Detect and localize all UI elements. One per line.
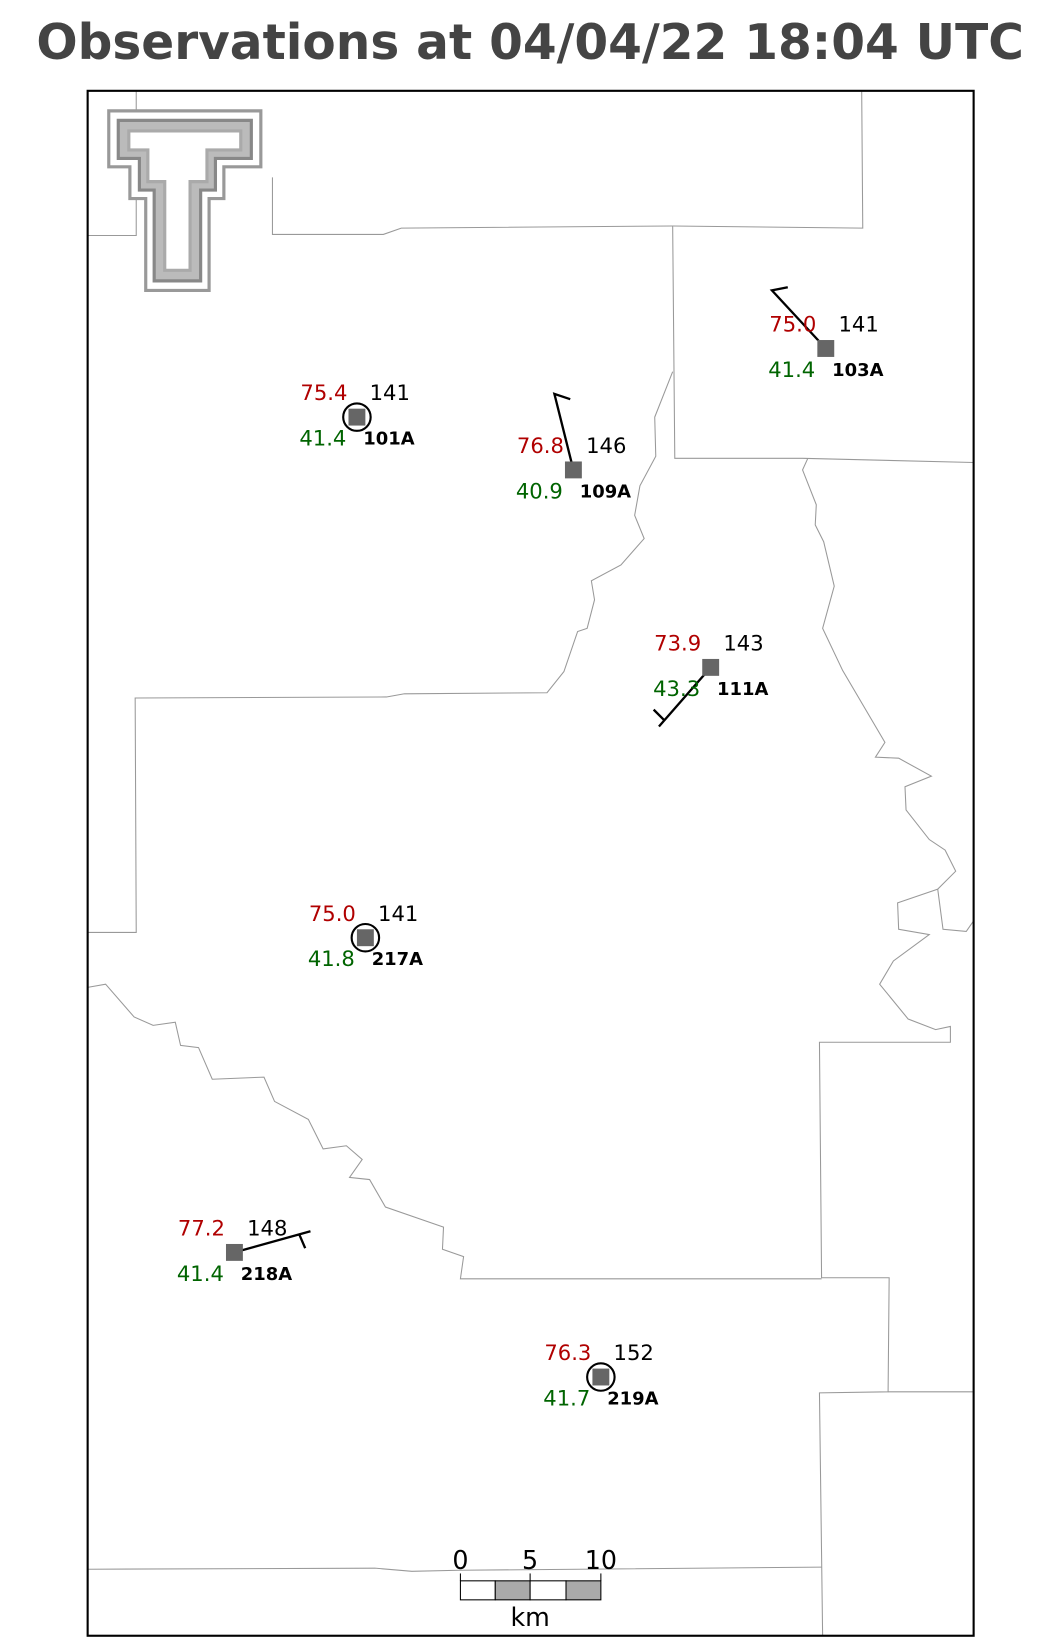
dewpoint: 43.3 <box>653 676 700 701</box>
station-217A: 75.0 141 41.8 217A <box>308 901 423 971</box>
calm-circle <box>586 1362 616 1392</box>
dewpoint: 41.4 <box>177 1261 224 1286</box>
station-marker <box>817 340 835 357</box>
pressure: 152 <box>614 1340 654 1365</box>
pressure: 141 <box>370 380 410 405</box>
dewpoint: 40.9 <box>516 478 563 503</box>
pressure: 141 <box>378 901 418 926</box>
scale-label: 5 <box>522 1545 538 1575</box>
station-103A: 75.0 141 41.4 103A <box>768 286 884 382</box>
temperature: 73.9 <box>654 630 701 655</box>
station-101A: 75.4 141 41.4 101A <box>299 380 414 450</box>
title: Observations at 04/04/22 18:04 UTC <box>36 15 1024 71</box>
pressure: 143 <box>723 630 763 655</box>
station-109A: 76.8 146 40.9 109A <box>516 392 631 503</box>
wind-barb <box>234 1230 311 1254</box>
station-219A: 76.3 152 41.7 219A <box>543 1340 658 1410</box>
calm-circle <box>342 402 372 432</box>
temperature: 75.4 <box>300 380 347 405</box>
scale-label: 10 <box>585 1545 617 1575</box>
wind-barb <box>552 392 575 471</box>
calm-circle <box>350 922 381 953</box>
wind-barb <box>769 286 827 350</box>
station-id: 217A <box>372 949 423 970</box>
dewpoint: 41.8 <box>308 946 355 971</box>
wind-barb <box>652 666 712 728</box>
scale-label: 0 <box>452 1545 468 1575</box>
station-marker <box>225 1243 243 1261</box>
station-marker <box>348 408 366 426</box>
pressure: 146 <box>586 433 626 458</box>
scale-bar <box>459 1573 602 1601</box>
station-id: 111A <box>717 679 768 700</box>
temperature: 76.3 <box>544 1340 591 1365</box>
station-id: 103A <box>832 360 883 381</box>
station-id: 218A <box>241 1264 292 1285</box>
pressure: 148 <box>247 1216 287 1241</box>
dewpoint: 41.7 <box>543 1386 590 1411</box>
station-id: 101A <box>363 429 414 450</box>
station-id: 219A <box>607 1388 658 1409</box>
station-id: 109A <box>580 481 631 502</box>
temperature: 77.2 <box>178 1216 225 1241</box>
temperature: 75.0 <box>769 312 816 337</box>
station-marker <box>702 658 720 676</box>
station-marker <box>356 929 374 947</box>
temperature: 76.8 <box>517 433 564 458</box>
station-marker <box>564 461 582 479</box>
dewpoint: 41.4 <box>768 357 815 382</box>
dewpoint: 41.4 <box>299 426 346 451</box>
station-marker <box>592 1368 610 1386</box>
station-111A: 73.9 143 43.3 111A <box>652 630 768 728</box>
station-218A: 77.2 148 41.4 218A <box>177 1216 311 1286</box>
county-lines <box>87 90 975 1636</box>
temperature: 75.0 <box>309 901 356 926</box>
map-frame <box>86 89 975 1637</box>
scale-unit: km <box>510 1602 549 1632</box>
pressure: 141 <box>838 312 878 337</box>
logo <box>107 109 263 292</box>
